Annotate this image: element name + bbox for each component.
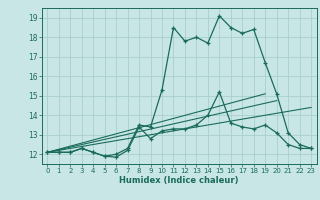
X-axis label: Humidex (Indice chaleur): Humidex (Indice chaleur): [119, 176, 239, 185]
